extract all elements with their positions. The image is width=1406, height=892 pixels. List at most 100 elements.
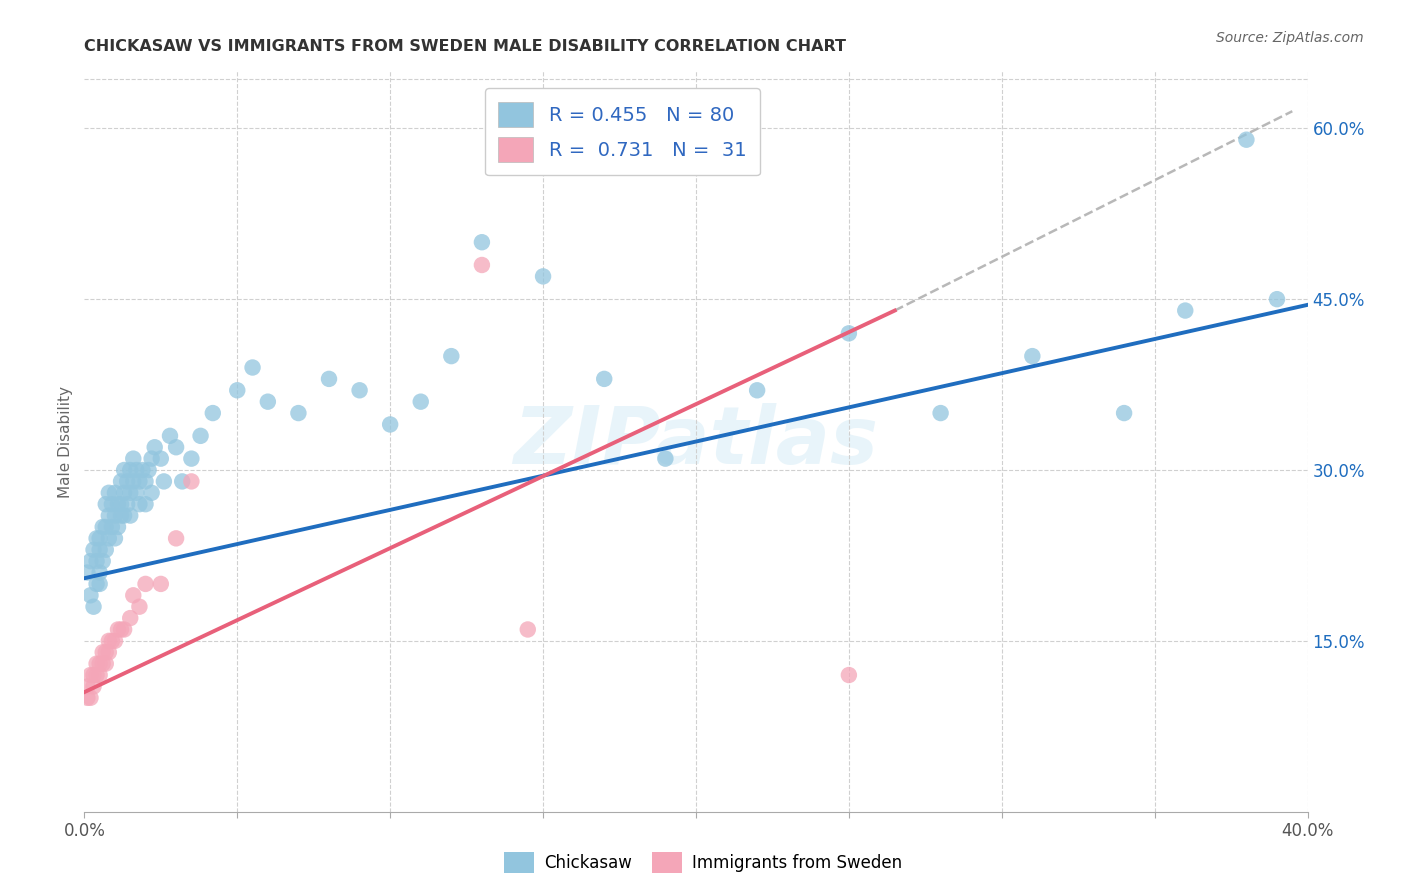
Point: [107, 623, 129, 637]
Point: [76, 690, 98, 705]
Point: [287, 406, 309, 420]
Point: [135, 497, 157, 511]
Point: [929, 406, 952, 420]
Point: [120, 611, 142, 625]
Point: [89, 566, 111, 580]
Point: [83, 599, 105, 614]
Point: [91, 645, 114, 659]
Point: [1021, 349, 1043, 363]
Point: [838, 668, 860, 682]
Point: [172, 475, 194, 489]
Point: [120, 485, 142, 500]
Point: [79, 554, 101, 568]
Point: [153, 475, 176, 489]
Point: [135, 577, 157, 591]
Point: [112, 485, 135, 500]
Point: [593, 372, 616, 386]
Point: [97, 508, 120, 523]
Point: [120, 508, 142, 523]
Point: [135, 475, 157, 489]
Point: [318, 372, 340, 386]
Point: [1265, 292, 1288, 306]
Point: [122, 475, 145, 489]
Point: [104, 633, 127, 648]
Point: [89, 668, 111, 682]
Point: [120, 463, 142, 477]
Point: [86, 668, 108, 682]
Point: [97, 532, 120, 546]
Point: [112, 463, 135, 477]
Point: [79, 690, 101, 705]
Point: [89, 577, 111, 591]
Point: [107, 497, 129, 511]
Point: [138, 463, 160, 477]
Point: [94, 645, 117, 659]
Point: [128, 599, 150, 614]
Point: [94, 497, 117, 511]
Text: ZIPatlas: ZIPatlas: [513, 402, 879, 481]
Point: [128, 475, 150, 489]
Point: [101, 497, 124, 511]
Point: [83, 542, 105, 557]
Point: [86, 532, 108, 546]
Point: [112, 623, 135, 637]
Text: CHICKASAW VS IMMIGRANTS FROM SWEDEN MALE DISABILITY CORRELATION CHART: CHICKASAW VS IMMIGRANTS FROM SWEDEN MALE…: [84, 38, 846, 54]
Point: [110, 508, 132, 523]
Point: [1114, 406, 1136, 420]
Point: [149, 451, 172, 466]
Point: [101, 633, 124, 648]
Point: [86, 657, 108, 671]
Point: [91, 554, 114, 568]
Point: [471, 235, 494, 250]
Point: [89, 657, 111, 671]
Point: [409, 394, 432, 409]
Point: [110, 475, 132, 489]
Point: [107, 520, 129, 534]
Point: [141, 485, 163, 500]
Point: [94, 520, 117, 534]
Point: [380, 417, 402, 432]
Text: Source: ZipAtlas.com: Source: ZipAtlas.com: [1216, 31, 1364, 45]
Point: [91, 520, 114, 534]
Point: [104, 508, 127, 523]
Point: [165, 532, 187, 546]
Point: [141, 451, 163, 466]
Point: [654, 451, 676, 466]
Point: [747, 384, 769, 398]
Point: [1236, 133, 1258, 147]
Point: [83, 680, 105, 694]
Point: [83, 668, 105, 682]
Point: [115, 497, 138, 511]
Point: [257, 394, 280, 409]
Point: [122, 588, 145, 602]
Point: [86, 577, 108, 591]
Point: [76, 566, 98, 580]
Point: [89, 542, 111, 557]
Point: [94, 657, 117, 671]
Legend: Chickasaw, Immigrants from Sweden: Chickasaw, Immigrants from Sweden: [498, 846, 908, 880]
Point: [190, 429, 212, 443]
Point: [838, 326, 860, 341]
Point: [201, 406, 224, 420]
Point: [97, 633, 120, 648]
Point: [131, 463, 153, 477]
Point: [94, 542, 117, 557]
Point: [242, 360, 264, 375]
Point: [125, 463, 148, 477]
Point: [115, 475, 138, 489]
Point: [180, 451, 202, 466]
Point: [226, 384, 249, 398]
Y-axis label: Male Disability: Male Disability: [58, 385, 73, 498]
Point: [97, 645, 120, 659]
Point: [86, 554, 108, 568]
Point: [1174, 303, 1197, 318]
Point: [110, 623, 132, 637]
Point: [122, 451, 145, 466]
Point: [104, 532, 127, 546]
Point: [143, 440, 166, 454]
Point: [440, 349, 463, 363]
Point: [128, 497, 150, 511]
Point: [79, 668, 101, 682]
Point: [104, 485, 127, 500]
Point: [89, 532, 111, 546]
